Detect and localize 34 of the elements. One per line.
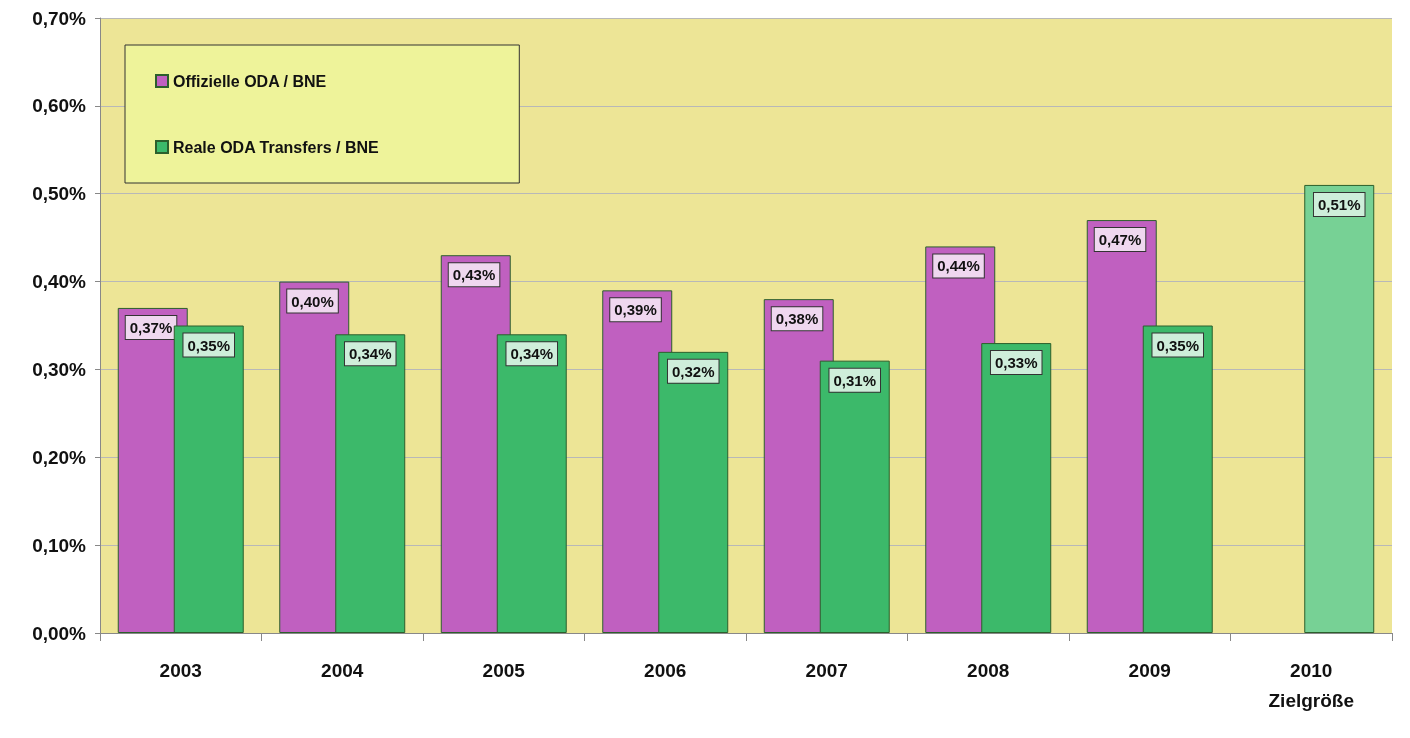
data-label: 0,47% [1098, 231, 1142, 249]
data-label: 0,51% [1317, 195, 1361, 213]
data-label: 0,37% [129, 318, 173, 336]
y-tick-label: 0,20% [32, 446, 87, 468]
bar [1304, 184, 1375, 633]
y-tick-label: 0,40% [32, 271, 87, 293]
data-label: 0,33% [994, 354, 1038, 372]
x-tick-label: 2006 [644, 659, 687, 681]
data-label: 0,31% [833, 371, 877, 389]
y-tick-label: 0,60% [32, 95, 87, 117]
legend-label: Reale ODA Transfers / BNE [173, 138, 380, 156]
x-tick-label: 2003 [159, 659, 202, 681]
data-label: 0,39% [614, 301, 657, 319]
y-tick-label: 0,50% [32, 183, 87, 205]
x-tick-label: 2004 [321, 659, 364, 681]
data-label: 0,40% [291, 292, 334, 310]
data-label: 0,43% [452, 266, 496, 284]
y-tick-label: 0,10% [32, 534, 87, 556]
data-label: 0,35% [187, 336, 231, 354]
data-label: 0,44% [937, 257, 980, 275]
data-label: 0,34% [348, 345, 392, 363]
data-label: 0,32% [671, 362, 715, 380]
data-label: 0,38% [775, 310, 819, 328]
x-tick-label: 2005 [482, 659, 526, 681]
y-tick-label: 0,00% [32, 622, 87, 644]
data-label: 0,35% [1156, 336, 1200, 354]
x-tick-label: 2010 Zielgröße [1268, 659, 1355, 711]
x-tick-label: 2007 [805, 659, 848, 681]
y-tick-label: 0,30% [32, 358, 87, 380]
legend-label: Offizielle ODA / BNE [173, 72, 327, 90]
y-tick-label: 0,70% [32, 7, 87, 29]
data-label: 0,34% [510, 345, 554, 363]
x-tick-label: 2008 [967, 659, 1010, 681]
x-tick-label: 2009 [1128, 659, 1171, 681]
